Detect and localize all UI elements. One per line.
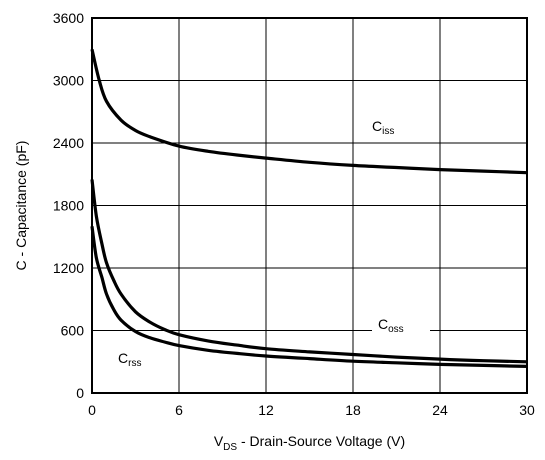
series-label-crss: Crss bbox=[118, 350, 141, 369]
curves bbox=[90, 48, 528, 368]
plot-frame bbox=[91, 17, 528, 394]
series-label-coss-sub: oss bbox=[388, 324, 404, 335]
ciss-curve bbox=[90, 48, 528, 175]
series-label-ciss-main: C bbox=[372, 118, 382, 134]
y-tick-label: 2400 bbox=[53, 135, 84, 151]
y-tick-labels: 0 600 1200 1800 2400 3000 3600 bbox=[53, 10, 84, 401]
x-tick-label: 24 bbox=[432, 402, 448, 418]
series-label-ciss: Ciss bbox=[372, 118, 394, 137]
y-tick-label: 0 bbox=[76, 385, 84, 401]
x-tick-label: 30 bbox=[519, 402, 535, 418]
y-tick-label: 3600 bbox=[53, 10, 84, 26]
series-label-coss-background bbox=[372, 317, 430, 337]
y-tick-label: 1800 bbox=[53, 198, 84, 214]
x-axis-title-rest: - Drain-Source Voltage (V) bbox=[237, 433, 405, 449]
series-label-ciss-sub: iss bbox=[382, 126, 394, 137]
grid bbox=[92, 18, 527, 393]
x-tick-label: 18 bbox=[345, 402, 361, 418]
x-axis-title-sub: DS bbox=[223, 442, 237, 453]
y-tick-label: 3000 bbox=[53, 73, 84, 89]
x-tick-labels: 0 6 12 18 24 30 bbox=[88, 402, 535, 418]
series-label-coss: Coss bbox=[378, 316, 404, 335]
x-tick-label: 12 bbox=[258, 402, 274, 418]
x-tick-label: 0 bbox=[88, 402, 96, 418]
crss-curve bbox=[90, 226, 528, 368]
x-axis-title: VDS - Drain-Source Voltage (V) bbox=[214, 433, 405, 453]
x-axis-title-main: V bbox=[214, 433, 224, 449]
coss-curve bbox=[90, 179, 528, 364]
series-label-crss-main: C bbox=[118, 350, 128, 366]
y-tick-label: 1200 bbox=[53, 260, 84, 276]
x-tick-label: 6 bbox=[175, 402, 183, 418]
series-label-coss-main: C bbox=[378, 316, 388, 332]
y-tick-label: 600 bbox=[61, 323, 85, 339]
series-label-crss-sub: rss bbox=[128, 358, 141, 369]
y-axis-title: C - Capacitance (pF) bbox=[13, 141, 29, 271]
